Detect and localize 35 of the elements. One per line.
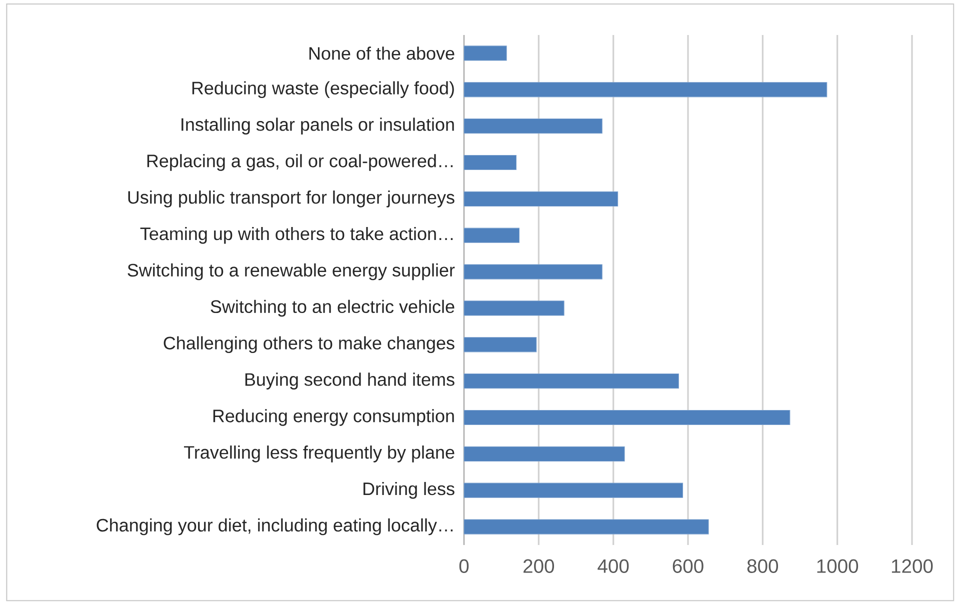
y-tick-label: Buying second hand items <box>245 372 454 390</box>
x-tick-label: 600 <box>672 559 704 573</box>
bar <box>464 374 679 389</box>
bar <box>464 482 684 498</box>
x-tick-label: 800 <box>747 559 778 573</box>
y-tick-label: Driving less <box>364 482 454 499</box>
y-tick-label: Reducing waste (especially food) <box>192 81 454 98</box>
y-tick-label: Switching to a renewable energy supplier <box>128 263 455 280</box>
y-tick-label: Installing solar panels or insulation <box>182 118 454 134</box>
bar <box>464 300 564 316</box>
bar <box>464 154 517 170</box>
x-tick-label: 0 <box>459 559 469 573</box>
y-tick-label: Challenging others to make changes <box>164 336 454 354</box>
bar <box>464 410 790 426</box>
y-tick-label: Using public transport for longer journeys <box>128 190 454 208</box>
y-tick-label: Replacing a gas, oil or coal-powered… <box>147 154 453 171</box>
y-tick-label: Teaming up with others to take action… <box>140 226 453 244</box>
y-tick-label: None of the above <box>309 46 454 60</box>
y-tick-label: Switching to an electric vehicle <box>210 300 454 317</box>
bar <box>464 519 709 534</box>
bar <box>464 264 602 280</box>
y-tick-label: Reducing energy consumption <box>213 409 454 426</box>
bar <box>464 118 602 134</box>
bar <box>464 82 828 98</box>
bar <box>464 446 625 462</box>
y-tick-label: Changing your diet, including eating locally… <box>96 518 453 536</box>
bar <box>464 337 537 352</box>
bar <box>464 228 520 243</box>
x-tick-label: 400 <box>598 559 629 573</box>
bar <box>464 46 507 61</box>
bar <box>464 191 618 206</box>
y-tick-label: Travelling less frequently by plane <box>184 446 454 462</box>
x-tick-label: 1000 <box>817 559 858 573</box>
x-tick-label: 200 <box>524 559 554 573</box>
x-tick-label: 1200 <box>892 559 933 573</box>
